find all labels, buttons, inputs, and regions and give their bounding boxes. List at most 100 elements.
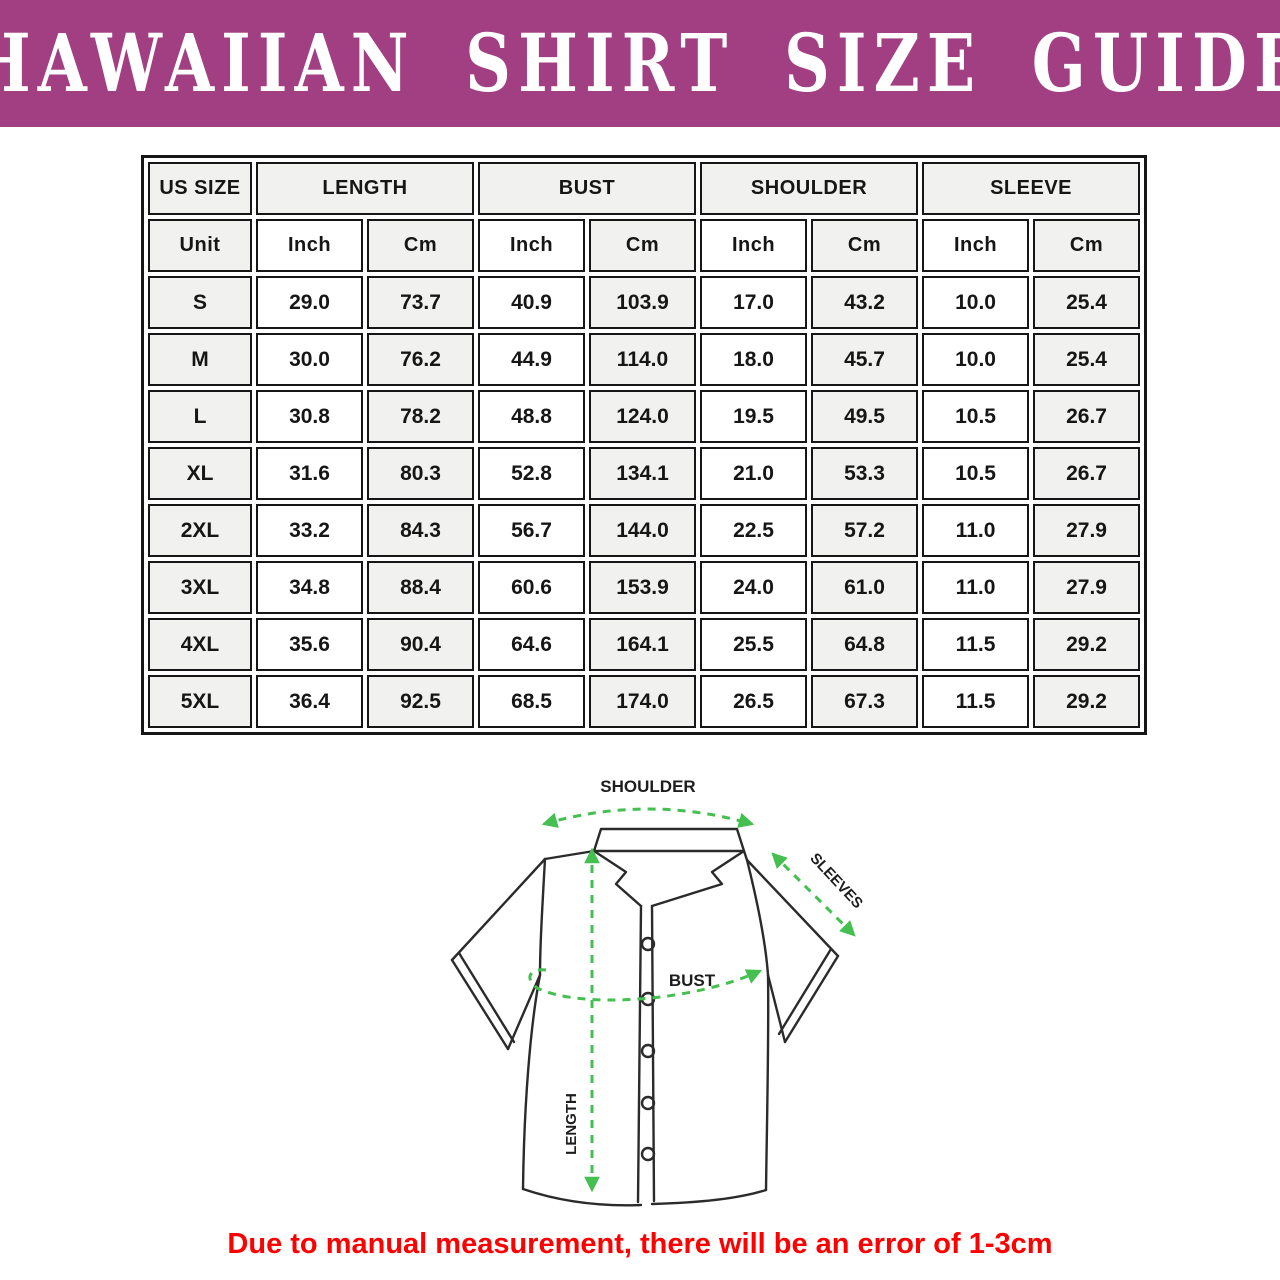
table-cell: 24.0 [700, 561, 808, 614]
table-cell: 114.0 [589, 333, 697, 386]
size-label: 3XL [148, 561, 252, 614]
table-cell: 11.0 [922, 504, 1030, 557]
size-label: L [148, 390, 252, 443]
table-cell: 26.7 [1033, 447, 1141, 500]
table-cell: 29.2 [1033, 618, 1141, 671]
table-cell: 10.5 [922, 447, 1030, 500]
table-cell: 103.9 [589, 276, 697, 329]
table-cell: 26.7 [1033, 390, 1141, 443]
table-cell: 10.0 [922, 276, 1030, 329]
table-cell: 60.6 [478, 561, 585, 614]
table-row-units: Unit Inch Cm Inch Cm Inch Cm Inch Cm [148, 219, 1141, 272]
table-cell: 43.2 [811, 276, 919, 329]
unit-cell: Inch [922, 219, 1030, 272]
table-cell: 31.6 [256, 447, 363, 500]
measurement-arrows [528, 807, 856, 1193]
table-cell: 11.0 [922, 561, 1030, 614]
table-row-size-5xl: 5XL 36.4 92.5 68.5 174.0 26.5 67.3 11.5 … [148, 675, 1141, 728]
table-cell: 48.8 [478, 390, 585, 443]
table-cell: 57.2 [811, 504, 919, 557]
size-label: XL [148, 447, 252, 500]
unit-cell: Inch [256, 219, 363, 272]
table-cell: 124.0 [589, 390, 697, 443]
table-cell: 52.8 [478, 447, 585, 500]
table-cell: 27.9 [1033, 504, 1141, 557]
table-row-size-l: L 30.8 78.2 48.8 124.0 19.5 49.5 10.5 26… [148, 390, 1141, 443]
table-cell: 25.4 [1033, 333, 1141, 386]
unit-cell: Cm [811, 219, 919, 272]
column-header-bust: BUST [478, 162, 697, 215]
table-cell: 45.7 [811, 333, 919, 386]
table-cell: 26.5 [700, 675, 808, 728]
table-cell: 80.3 [367, 447, 474, 500]
table-cell: 153.9 [589, 561, 697, 614]
table-row-size-xl: XL 31.6 80.3 52.8 134.1 21.0 53.3 10.5 2… [148, 447, 1141, 500]
unit-header: Unit [148, 219, 252, 272]
shirt-outline-icon [450, 827, 840, 1207]
table-cell: 27.9 [1033, 561, 1141, 614]
title-banner: HAWAIIAN SHIRT SIZE GUIDE [0, 0, 1280, 127]
size-table: US SIZE LENGTH BUST SHOULDER SLEEVE Unit… [141, 155, 1148, 735]
table-cell: 49.5 [811, 390, 919, 443]
table-cell: 92.5 [367, 675, 474, 728]
table-cell: 29.0 [256, 276, 363, 329]
table-cell: 78.2 [367, 390, 474, 443]
table-cell: 18.0 [700, 333, 808, 386]
table-row-size-s: S 29.0 73.7 40.9 103.9 17.0 43.2 10.0 25… [148, 276, 1141, 329]
shirt-diagram-svg: SHOULDER SLEEVES BUST LENGTH [450, 777, 866, 1207]
unit-cell: Inch [700, 219, 808, 272]
sleeves-label: SLEEVES [806, 850, 866, 912]
table-cell: 35.6 [256, 618, 363, 671]
shirt-buttons-icon [640, 936, 656, 1162]
table-cell: 11.5 [922, 675, 1030, 728]
table-cell: 164.1 [589, 618, 697, 671]
size-label: 4XL [148, 618, 252, 671]
table-cell: 44.9 [478, 333, 585, 386]
column-header-us-size: US SIZE [148, 162, 252, 215]
sleeves-arrow-icon [771, 852, 856, 937]
bust-label: BUST [669, 971, 716, 990]
table-row-size-m: M 30.0 76.2 44.9 114.0 18.0 45.7 10.0 25… [148, 333, 1141, 386]
table-row-group-headers: US SIZE LENGTH BUST SHOULDER SLEEVE [148, 162, 1141, 215]
table-cell: 30.0 [256, 333, 363, 386]
table-cell: 19.5 [700, 390, 808, 443]
length-label: LENGTH [563, 1093, 580, 1155]
column-header-sleeve: SLEEVE [922, 162, 1141, 215]
table-cell: 64.8 [811, 618, 919, 671]
table-cell: 144.0 [589, 504, 697, 557]
column-header-shoulder: SHOULDER [700, 162, 919, 215]
table-cell: 17.0 [700, 276, 808, 329]
table-cell: 67.3 [811, 675, 919, 728]
table-cell: 84.3 [367, 504, 474, 557]
table-cell: 25.5 [700, 618, 808, 671]
table-cell: 33.2 [256, 504, 363, 557]
table-row-size-2xl: 2XL 33.2 84.3 56.7 144.0 22.5 57.2 11.0 … [148, 504, 1141, 557]
table-cell: 134.1 [589, 447, 697, 500]
measurement-note: Due to manual measurement, there will be… [227, 1228, 1053, 1260]
table-cell: 76.2 [367, 333, 474, 386]
table-cell: 29.2 [1033, 675, 1141, 728]
table-cell: 34.8 [256, 561, 363, 614]
table-cell: 61.0 [811, 561, 919, 614]
table-cell: 36.4 [256, 675, 363, 728]
size-label: 2XL [148, 504, 252, 557]
table-cell: 73.7 [367, 276, 474, 329]
shoulder-label: SHOULDER [600, 777, 695, 796]
table-cell: 64.6 [478, 618, 585, 671]
table-cell: 11.5 [922, 618, 1030, 671]
table-cell: 174.0 [589, 675, 697, 728]
shirt-measurement-diagram: SHOULDER SLEEVES BUST LENGTH [430, 772, 900, 1227]
table-row-size-3xl: 3XL 34.8 88.4 60.6 153.9 24.0 61.0 11.0 … [148, 561, 1141, 614]
table-cell: 25.4 [1033, 276, 1141, 329]
unit-cell: Cm [367, 219, 474, 272]
unit-cell: Inch [478, 219, 585, 272]
table-cell: 10.5 [922, 390, 1030, 443]
bust-arrow-icon [528, 968, 763, 1002]
table-cell: 30.8 [256, 390, 363, 443]
size-label: S [148, 276, 252, 329]
table-cell: 68.5 [478, 675, 585, 728]
size-label: 5XL [148, 675, 252, 728]
unit-cell: Cm [1033, 219, 1141, 272]
shoulder-arrow-icon [541, 807, 755, 828]
